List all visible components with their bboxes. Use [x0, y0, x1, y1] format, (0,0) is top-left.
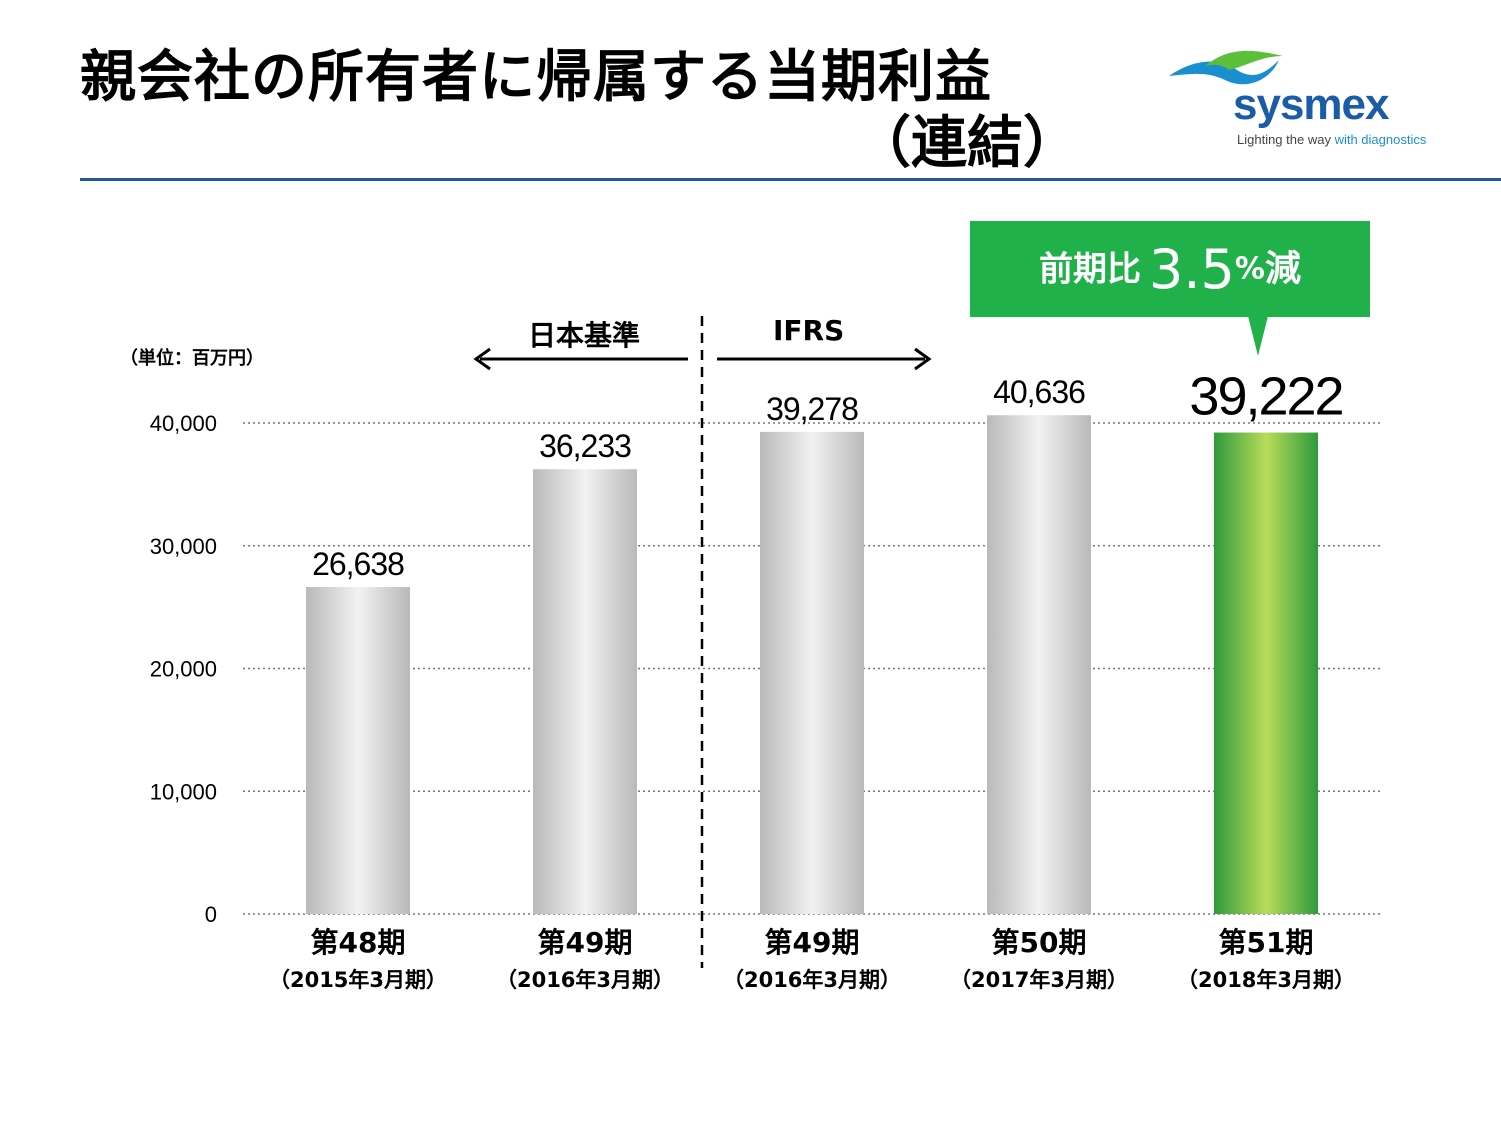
fiscal-year-label: （2017年3月期）: [950, 968, 1128, 992]
unit-label: （単位：百万円）: [120, 348, 264, 369]
y-tick-label: 30,000: [150, 534, 217, 559]
bar: [760, 431, 864, 914]
fiscal-year-label: （2018年3月期）: [1177, 968, 1355, 992]
callout-prefix: 前期比: [1039, 249, 1142, 290]
page-title-suffix: （連結）: [855, 111, 1079, 176]
callout-percent: %: [1234, 251, 1265, 287]
jgaap-label: 日本基準: [528, 319, 641, 352]
bar: [1214, 432, 1318, 914]
value-label: 39,278: [766, 391, 858, 427]
logo-tagline-highlight: with diagnostics: [1334, 132, 1427, 147]
sysmex-logo: sysmex Lighting the way with diagnostics: [1165, 44, 1455, 156]
fiscal-year-label: （2016年3月期）: [496, 968, 674, 992]
y-tick-label: 20,000: [150, 657, 217, 682]
category-label: 第50期: [992, 926, 1087, 959]
category-label: 第49期: [765, 926, 860, 959]
y-tick-label: 40,000: [150, 411, 217, 436]
ifrs-label: IFRS: [773, 314, 845, 347]
y-tick-label: 0: [205, 902, 217, 927]
logo-wave-icon: [1169, 50, 1283, 85]
yoy-change-callout: 前期比 3.5%減: [970, 221, 1370, 317]
value-label: 26,638: [312, 546, 404, 582]
logo-tagline: Lighting the way with diagnostics: [1237, 132, 1426, 147]
callout-value: 3.5: [1149, 237, 1235, 301]
value-label: 36,233: [539, 428, 631, 464]
title-divider: [80, 178, 1501, 181]
callout-pointer: [1248, 316, 1268, 356]
fiscal-year-label: （2015年3月期）: [269, 968, 447, 992]
bar: [987, 415, 1091, 914]
category-label: 第48期: [311, 926, 406, 959]
y-tick-label: 10,000: [150, 779, 217, 804]
category-label: 第51期: [1219, 926, 1314, 959]
logo-wordmark: sysmex: [1233, 80, 1389, 129]
bar: [306, 587, 410, 914]
page-title: 親会社の所有者に帰属する当期利益: [80, 45, 992, 110]
ifrs-arrow-head: [914, 347, 932, 371]
fiscal-year-label: （2016年3月期）: [723, 968, 901, 992]
bar: [533, 469, 637, 914]
callout-suffix: 減: [1264, 248, 1301, 290]
category-label: 第49期: [538, 926, 633, 959]
jgaap-arrow-head: [473, 347, 491, 371]
value-label: 39,222: [1189, 367, 1342, 427]
value-label: 40,636: [993, 374, 1085, 410]
logo-tagline-prefix: Lighting the way: [1237, 132, 1335, 147]
